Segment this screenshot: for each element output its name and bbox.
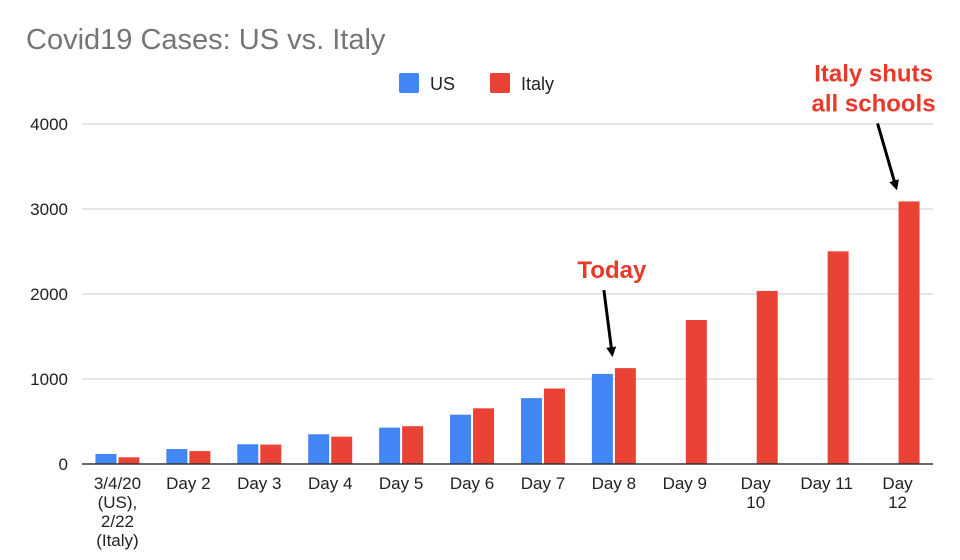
y-tick-label: 3000 <box>30 200 68 219</box>
bar-italy <box>260 444 282 464</box>
x-tick-label: 3/4/20 (US), 2/22 (Italy) <box>94 474 141 550</box>
annotation-arrow <box>876 123 899 191</box>
y-tick-label: 1000 <box>30 370 68 389</box>
bar-italy <box>827 251 849 464</box>
x-axis: 3/4/20 (US), 2/22 (Italy) Day 2 Day 3 Day 4 Day… <box>94 474 913 550</box>
legend-label-italy: Italy <box>521 74 554 94</box>
legend-swatch-us <box>399 73 419 93</box>
x-tick-label: Day 3 <box>237 474 281 493</box>
bar-italy <box>189 451 211 464</box>
bar-us <box>379 427 401 464</box>
y-tick-label: 2000 <box>30 285 68 304</box>
x-tick-label: Day 7 <box>521 474 565 493</box>
annotations: Today Italy shuts all schools <box>577 60 936 358</box>
bar-us <box>95 453 117 464</box>
bar-italy <box>543 388 565 464</box>
bar-us <box>591 373 613 464</box>
x-tick-label: Day 6 <box>450 474 494 493</box>
bar-us <box>237 444 259 464</box>
bar-italy <box>118 457 140 464</box>
y-tick-label: 0 <box>59 455 68 474</box>
x-tick-label: Day 2 <box>166 474 210 493</box>
bar-italy <box>331 436 353 464</box>
y-axis: 0 1000 2000 3000 4000 <box>30 115 68 474</box>
bar-italy <box>756 290 778 464</box>
annotation-text: Today <box>577 257 647 284</box>
bar-italy <box>473 408 495 464</box>
bar-us <box>308 434 330 464</box>
x-tick-label: Day 10 <box>741 474 772 512</box>
bar-italy <box>402 426 424 464</box>
bar-italy <box>614 368 636 464</box>
legend-label-us: US <box>430 74 455 94</box>
bar-us <box>450 414 472 464</box>
bars <box>95 201 920 464</box>
x-tick-label: Day 12 <box>882 474 913 512</box>
x-tick-label: Day 4 <box>308 474 352 493</box>
annotation-text: Italy shuts all schools <box>812 60 936 117</box>
annotation-arrow <box>602 289 617 358</box>
y-tick-label: 4000 <box>30 115 68 134</box>
bar-us <box>166 449 188 464</box>
legend: US Italy <box>399 73 554 94</box>
bar-us <box>520 398 542 464</box>
bar-italy <box>685 320 707 464</box>
legend-swatch-italy <box>490 73 510 93</box>
x-tick-label: Day 9 <box>663 474 707 493</box>
x-tick-label: Day 11 <box>800 474 853 493</box>
chart-title: Covid19 Cases: US vs. Italy <box>26 24 386 56</box>
bar-italy <box>898 201 920 464</box>
x-tick-label: Day 5 <box>379 474 423 493</box>
gridlines <box>82 123 933 380</box>
x-tick-label: Day 8 <box>592 474 636 493</box>
